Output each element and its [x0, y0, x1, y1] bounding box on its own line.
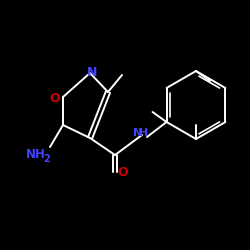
Text: 2: 2 [44, 154, 51, 164]
Text: O: O [118, 166, 128, 179]
Text: N: N [87, 66, 97, 78]
Text: H: H [140, 128, 148, 138]
Text: NH: NH [26, 148, 46, 162]
Text: N: N [134, 128, 142, 138]
Text: O: O [50, 92, 60, 104]
